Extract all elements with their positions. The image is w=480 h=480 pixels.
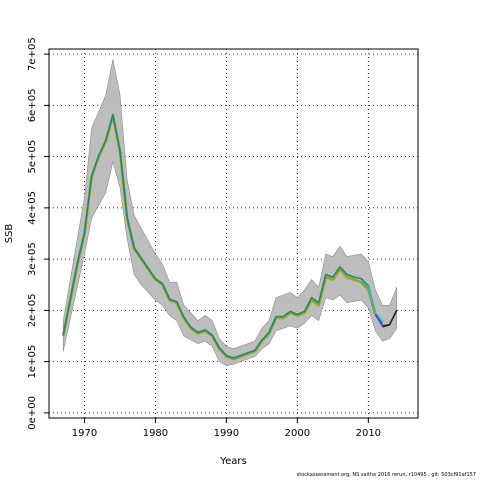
ssb-series-line: [62, 113, 384, 359]
series-lines: [61, 113, 398, 361]
y-tick-label: 6e+05: [27, 89, 38, 123]
y-tick-label: 2e+05: [27, 294, 38, 328]
x-tick-label: 2010: [356, 428, 381, 439]
ssb-confidence-band: [62, 59, 397, 367]
x-tick-label: 1980: [143, 428, 168, 439]
ssb-series-line: [382, 310, 398, 328]
y-tick-label: 3e+05: [27, 242, 38, 276]
y-tick-label: 1e+05: [27, 345, 38, 379]
y-axis-label: SSB: [4, 224, 15, 244]
y-tick-label: 4e+05: [27, 191, 38, 225]
footer-credit: stockassessment.org, NS saithe 2016 reru…: [296, 472, 476, 478]
plot-frame: [48, 48, 419, 419]
x-tick-label: 2000: [285, 428, 310, 439]
x-axis-label: Years: [219, 456, 246, 467]
x-axis: 1970 1980 1990 2000 2010: [72, 418, 381, 439]
y-tick-label: 5e+05: [27, 140, 38, 174]
y-tick-label: 7e+05: [27, 37, 38, 71]
confidence-band: [62, 59, 397, 367]
x-tick-label: 1990: [214, 428, 239, 439]
y-tick-label: 0e+00: [27, 396, 38, 430]
ssb-series-line: [360, 280, 384, 323]
y-axis: 0e+00 1e+05 2e+05 3e+05 4e+05 5e+05 6e+05 7e+05: [27, 37, 49, 430]
x-tick-label: 1970: [72, 428, 97, 439]
